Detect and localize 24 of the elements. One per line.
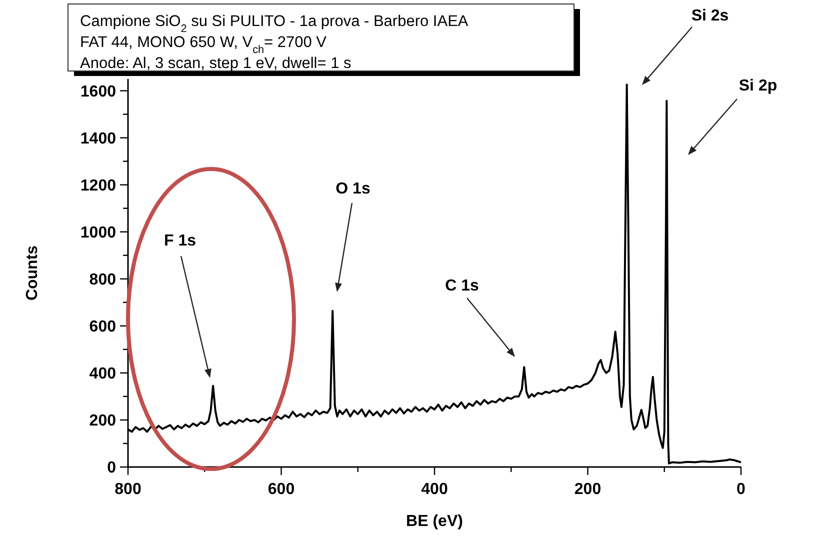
text: Si 2s <box>691 8 729 25</box>
annotation: C 1s <box>445 278 479 295</box>
y-axis-title: Counts <box>24 245 41 301</box>
y-tick-label: 800 <box>89 271 116 288</box>
chart-subtitle: FAT 44, MONO 650 W, V$_{ch}$= 2700 V <box>80 34 328 56</box>
y-tick-label: 0 <box>107 460 116 477</box>
annotation: F 1s <box>164 232 196 250</box>
annotation: Si 2p <box>738 78 778 95</box>
chart-title: Campione SiO$_{2}$ su Si PULITO - 1a prova - Barbero IAEA <box>80 13 469 35</box>
x-tick-label: 0 <box>736 481 746 498</box>
y-tick-label: 200 <box>89 412 116 430</box>
y-tick-label: 1400 <box>80 130 116 148</box>
annotation: O 1s <box>336 180 370 198</box>
text: Anode: Al, 3 scan, step 1 eV, dwell= 1 s <box>80 55 352 72</box>
x-axis-title: BE (eV) <box>406 513 463 530</box>
x-tick-label: 400 <box>421 481 448 498</box>
x-tick-label: 800 <box>114 481 142 498</box>
y-tick-label: 1000 <box>80 224 116 242</box>
y-tick-label: 1200 <box>80 177 116 194</box>
y-tick-label: 1600 <box>80 83 116 100</box>
x-tick-label: 600 <box>268 481 295 498</box>
y-tick-label: 400 <box>89 366 116 383</box>
x-tick-label: 200 <box>574 481 602 498</box>
y-tick-label: 600 <box>89 318 116 336</box>
